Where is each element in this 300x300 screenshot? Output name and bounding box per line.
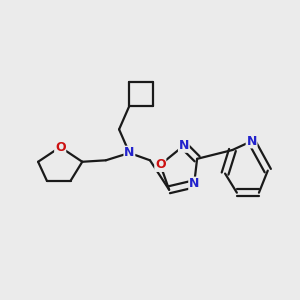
Text: O: O	[155, 158, 166, 171]
Text: N: N	[189, 177, 200, 190]
Text: N: N	[179, 139, 189, 152]
Text: O: O	[55, 141, 65, 154]
Text: N: N	[124, 146, 135, 159]
Text: N: N	[246, 135, 257, 148]
